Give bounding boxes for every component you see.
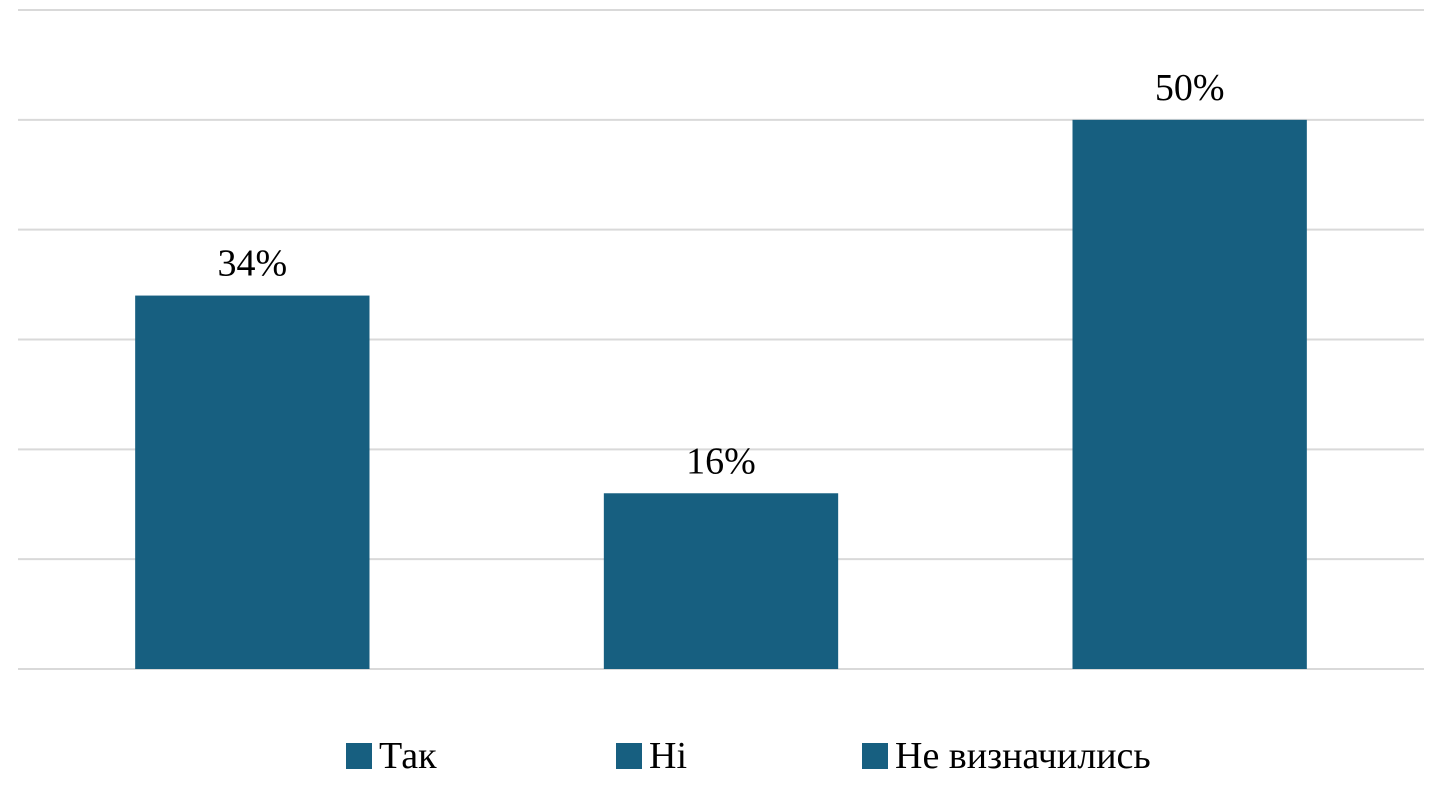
legend-item: Ні	[616, 735, 687, 777]
bar	[135, 295, 370, 669]
legend-item: Не визначились	[862, 735, 1151, 777]
legend-item: Так	[346, 735, 437, 777]
legend-swatch	[862, 743, 888, 769]
legend-label: Так	[379, 735, 437, 777]
bar	[1072, 119, 1307, 670]
data-label: 50%	[1155, 67, 1225, 109]
legend-swatch	[346, 743, 372, 769]
data-label: 34%	[218, 243, 288, 285]
legend-label: Ні	[649, 735, 687, 777]
legend: Так Ні Не визначились	[346, 735, 1151, 777]
legend-label: Не визначились	[895, 735, 1151, 777]
bar	[603, 493, 839, 669]
legend-swatch	[616, 743, 642, 769]
data-labels: 34% 16% 50%	[218, 67, 1225, 482]
data-label: 16%	[686, 440, 756, 482]
bars	[135, 119, 1307, 670]
